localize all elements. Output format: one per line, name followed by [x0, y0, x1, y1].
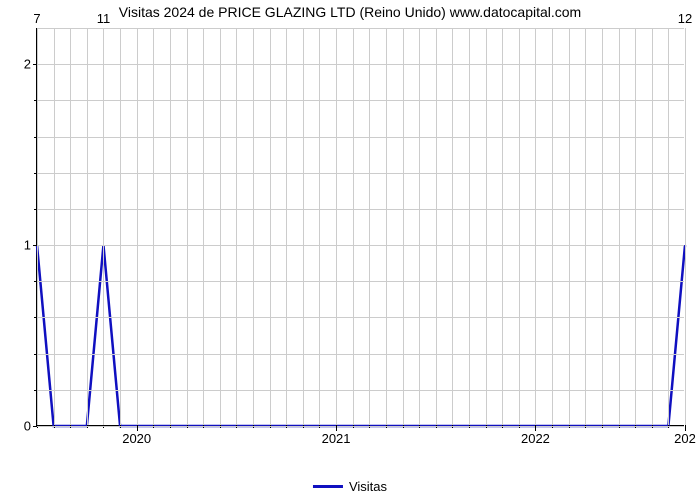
x-tick-label-bottom: 2022: [521, 425, 550, 446]
gridline-vertical: [602, 28, 603, 425]
x-tick-label-bottom: 202: [674, 425, 696, 446]
plot-area: 01220202021202220271112: [36, 28, 684, 426]
gridline-vertical: [668, 28, 669, 425]
x-tick-label-top: 11: [97, 11, 111, 28]
legend: Visitas: [313, 479, 387, 494]
y-minor-tick: [34, 317, 37, 318]
gridline-vertical: [37, 28, 38, 425]
gridline-vertical: [519, 28, 520, 425]
gridline-vertical: [452, 28, 453, 425]
gridline-horizontal: [37, 390, 684, 391]
gridline-vertical: [535, 28, 536, 425]
y-minor-tick: [34, 390, 37, 391]
gridline-vertical: [303, 28, 304, 425]
gridline-vertical: [502, 28, 503, 425]
gridline-vertical: [336, 28, 337, 425]
gridline-horizontal: [37, 209, 684, 210]
gridline-vertical: [652, 28, 653, 425]
gridline-vertical: [220, 28, 221, 425]
x-tick-label-bottom: 2021: [322, 425, 351, 446]
gridline-vertical: [369, 28, 370, 425]
x-tick-label-bottom: 2020: [122, 425, 151, 446]
gridline-vertical: [170, 28, 171, 425]
line-series-visitas: [37, 28, 685, 426]
legend-swatch: [313, 485, 343, 488]
gridline-vertical: [87, 28, 88, 425]
gridline-vertical: [386, 28, 387, 425]
x-tick-label-top: 12: [678, 11, 692, 28]
gridline-vertical: [153, 28, 154, 425]
y-tick-mark: [33, 245, 37, 246]
gridline-vertical: [419, 28, 420, 425]
gridline-horizontal: [37, 281, 684, 282]
y-minor-tick: [34, 209, 37, 210]
gridline-vertical: [54, 28, 55, 425]
gridline-horizontal: [37, 64, 684, 65]
gridline-vertical: [270, 28, 271, 425]
gridline-horizontal: [37, 245, 684, 246]
y-minor-tick: [34, 137, 37, 138]
gridline-vertical: [203, 28, 204, 425]
gridline-horizontal: [37, 137, 684, 138]
gridline-vertical: [585, 28, 586, 425]
gridline-vertical: [685, 28, 686, 425]
gridline-horizontal: [37, 317, 684, 318]
gridline-vertical: [635, 28, 636, 425]
gridline-horizontal: [37, 28, 684, 29]
gridline-vertical: [486, 28, 487, 425]
gridline-vertical: [137, 28, 138, 425]
gridline-horizontal: [37, 354, 684, 355]
y-minor-tick: [34, 173, 37, 174]
gridline-vertical: [120, 28, 121, 425]
gridline-vertical: [436, 28, 437, 425]
y-tick-mark: [33, 426, 37, 427]
gridline-vertical: [569, 28, 570, 425]
gridline-vertical: [403, 28, 404, 425]
y-minor-tick: [34, 281, 37, 282]
x-tick-label-top: 7: [33, 11, 40, 28]
y-tick-mark: [33, 64, 37, 65]
gridline-vertical: [353, 28, 354, 425]
gridline-vertical: [552, 28, 553, 425]
gridline-vertical: [319, 28, 320, 425]
chart-container: { "chart": { "type": "line", "title": "V…: [0, 0, 700, 500]
legend-label: Visitas: [349, 479, 387, 494]
gridline-vertical: [70, 28, 71, 425]
gridline-vertical: [187, 28, 188, 425]
gridline-horizontal: [37, 100, 684, 101]
gridline-vertical: [286, 28, 287, 425]
gridline-horizontal: [37, 173, 684, 174]
gridline-vertical: [236, 28, 237, 425]
gridline-vertical: [253, 28, 254, 425]
gridline-vertical: [103, 28, 104, 425]
y-minor-tick: [34, 100, 37, 101]
y-minor-tick: [34, 354, 37, 355]
gridline-vertical: [469, 28, 470, 425]
gridline-vertical: [619, 28, 620, 425]
